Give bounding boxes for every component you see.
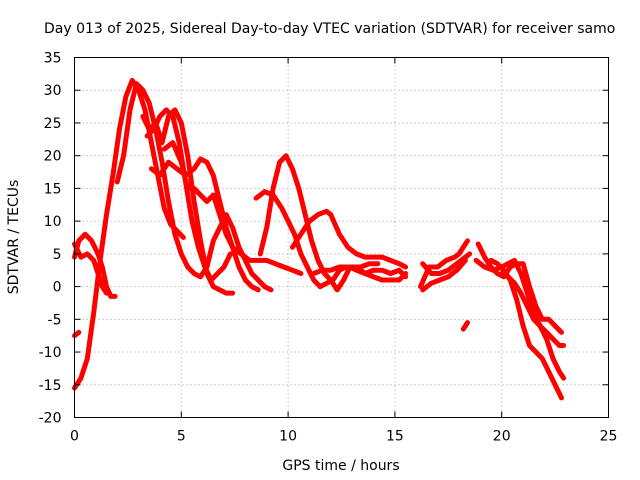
y-tick-label: -20 <box>39 411 62 427</box>
axis-ticks: 0 5 10 15 20 25 35 30 25 20 15 10 5 0 -5 -10 -15 -20 <box>39 51 618 445</box>
y-tick-label: 30 <box>44 83 62 99</box>
series-sat-track-4 <box>72 241 109 296</box>
y-tick-label: 20 <box>44 149 62 165</box>
series-sat-track-2 <box>72 329 82 339</box>
y-axis-label: SDTVAR / TECUs <box>6 180 22 295</box>
series-sat-track-16 <box>420 257 468 293</box>
x-tick-label: 20 <box>493 429 511 445</box>
series-sat-track-9 <box>161 140 304 276</box>
series-sat-track-17 <box>460 320 470 332</box>
x-tick-label: 15 <box>386 429 404 445</box>
series-sat-track-15 <box>420 251 473 276</box>
x-axis-label: GPS time / hours <box>282 458 399 474</box>
series-sat-track-13 <box>311 264 409 280</box>
series-sat-track-11 <box>257 153 409 293</box>
series-sat-track-8 <box>148 156 261 293</box>
y-tick-label: -15 <box>39 378 62 394</box>
x-tick-label: 5 <box>177 429 186 445</box>
y-tick-label: -5 <box>48 312 62 328</box>
y-tick-label: 15 <box>44 181 62 197</box>
series-sat-track-5 <box>114 81 274 293</box>
series-sat-track-12 <box>289 208 409 270</box>
y-tick-label: 5 <box>53 247 62 263</box>
series-sat-track-6 <box>140 107 236 296</box>
series-sat-track-1 <box>72 77 186 391</box>
series-sat-track-7 <box>144 107 233 283</box>
chart-title: Day 013 of 2025, Sidereal Day-to-day VTE… <box>44 21 615 37</box>
y-tick-label: 10 <box>44 214 62 230</box>
y-tick-label: 0 <box>53 280 62 296</box>
x-tick-label: 0 <box>70 429 79 445</box>
series-sat-track-3 <box>72 231 118 299</box>
plot-frame <box>74 57 609 418</box>
series-sat-track-20 <box>488 257 564 401</box>
plot-area <box>72 77 567 401</box>
x-tick-label: 10 <box>279 429 297 445</box>
series-sat-track-14 <box>418 238 470 290</box>
y-tick-label: -10 <box>39 345 62 361</box>
x-tick-label: 25 <box>600 429 618 445</box>
y-tick-label: 25 <box>44 116 62 132</box>
series-sat-track-19 <box>473 257 567 348</box>
y-tick-label: 35 <box>44 51 62 67</box>
series-sat-track-21 <box>499 271 567 381</box>
